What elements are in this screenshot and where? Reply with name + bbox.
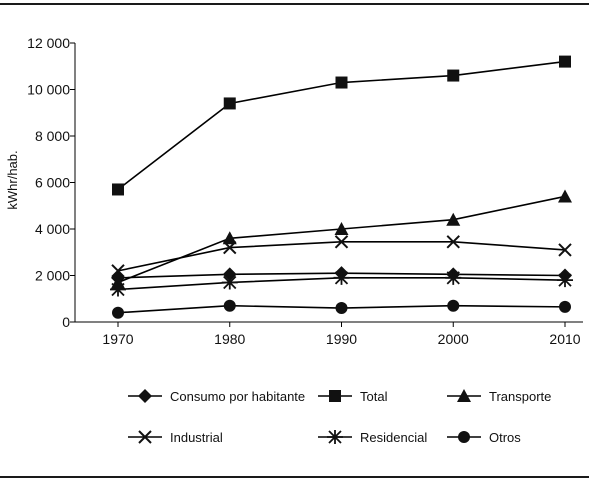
data-point-otros (112, 306, 124, 319)
y-axis-label: kWhr/hab. (5, 150, 20, 209)
x-tick-label: 1990 (326, 331, 357, 347)
series-layer (110, 55, 573, 319)
data-point-industrial (111, 264, 125, 278)
legend-label: Transporte (489, 389, 551, 404)
legend-item-consumo-por-habitante: Consumo por habitante (128, 389, 305, 404)
x-tick-label: 1980 (214, 331, 245, 347)
y-tick-label: 2 000 (35, 268, 70, 284)
data-point-transporte (446, 212, 461, 226)
y-tick-label: 8 000 (35, 128, 70, 144)
data-point-residencial (333, 270, 350, 285)
legend-item-industrial: Industrial (128, 430, 223, 445)
data-point-otros (335, 302, 348, 315)
data-point-industrial (223, 240, 237, 255)
legend-label: Consumo por habitante (170, 389, 305, 404)
legend-label: Total (360, 389, 388, 404)
legend-marker-triangle (457, 389, 471, 402)
data-point-transporte (558, 189, 572, 203)
series-residencial (110, 270, 573, 297)
data-point-residencial (445, 270, 462, 285)
data-point-total (223, 97, 236, 110)
data-point-total (447, 69, 460, 82)
data-point-total (335, 76, 348, 89)
x-tick-label: 2010 (549, 331, 580, 347)
data-point-industrial (334, 235, 349, 249)
legend-item-residencial: Residencial (318, 430, 427, 445)
series-transporte (111, 189, 572, 289)
data-point-total (112, 183, 124, 196)
y-tick-label: 0 (62, 314, 70, 330)
legend: Consumo por habitante Total Transporte Indu… (128, 389, 551, 445)
legend-item-total: Total (318, 389, 388, 404)
data-point-residencial (110, 282, 126, 297)
legend-label: Otros (489, 430, 521, 445)
legend-marker-asterisk (327, 430, 343, 444)
legend-marker-x (138, 430, 152, 444)
legend-label: Industrial (170, 430, 223, 445)
series-total (112, 55, 571, 196)
legend-item-otros: Otros (447, 430, 521, 445)
legend-marker-square (329, 390, 341, 402)
legend-item-transporte: Transporte (447, 389, 551, 404)
data-point-transporte (334, 222, 349, 235)
y-axis-ticks: 0 2 000 4 000 6 000 8 000 10 000 12 000 (27, 35, 75, 330)
x-axis-ticks: 1970 1980 1990 2000 2010 (102, 322, 581, 347)
x-tick-label: 1970 (102, 331, 133, 347)
data-point-otros (559, 300, 571, 313)
series-otros (112, 299, 571, 319)
data-point-industrial (446, 235, 460, 249)
legend-label: Residencial (360, 430, 427, 445)
x-tick-label: 2000 (438, 331, 469, 347)
legend-marker-diamond (138, 389, 152, 403)
data-point-transporte (222, 231, 237, 245)
legend-marker-circle (458, 431, 470, 443)
data-point-residencial (557, 273, 573, 288)
data-point-total (559, 55, 571, 68)
data-point-industrial (558, 243, 572, 257)
data-point-residencial (221, 275, 238, 290)
y-tick-label: 4 000 (35, 221, 70, 237)
y-tick-label: 10 000 (27, 82, 70, 98)
data-point-otros (447, 299, 460, 312)
y-tick-label: 6 000 (35, 175, 70, 191)
data-point-otros (223, 299, 236, 312)
series-industrial (111, 235, 572, 278)
y-tick-label: 12 000 (27, 35, 70, 51)
